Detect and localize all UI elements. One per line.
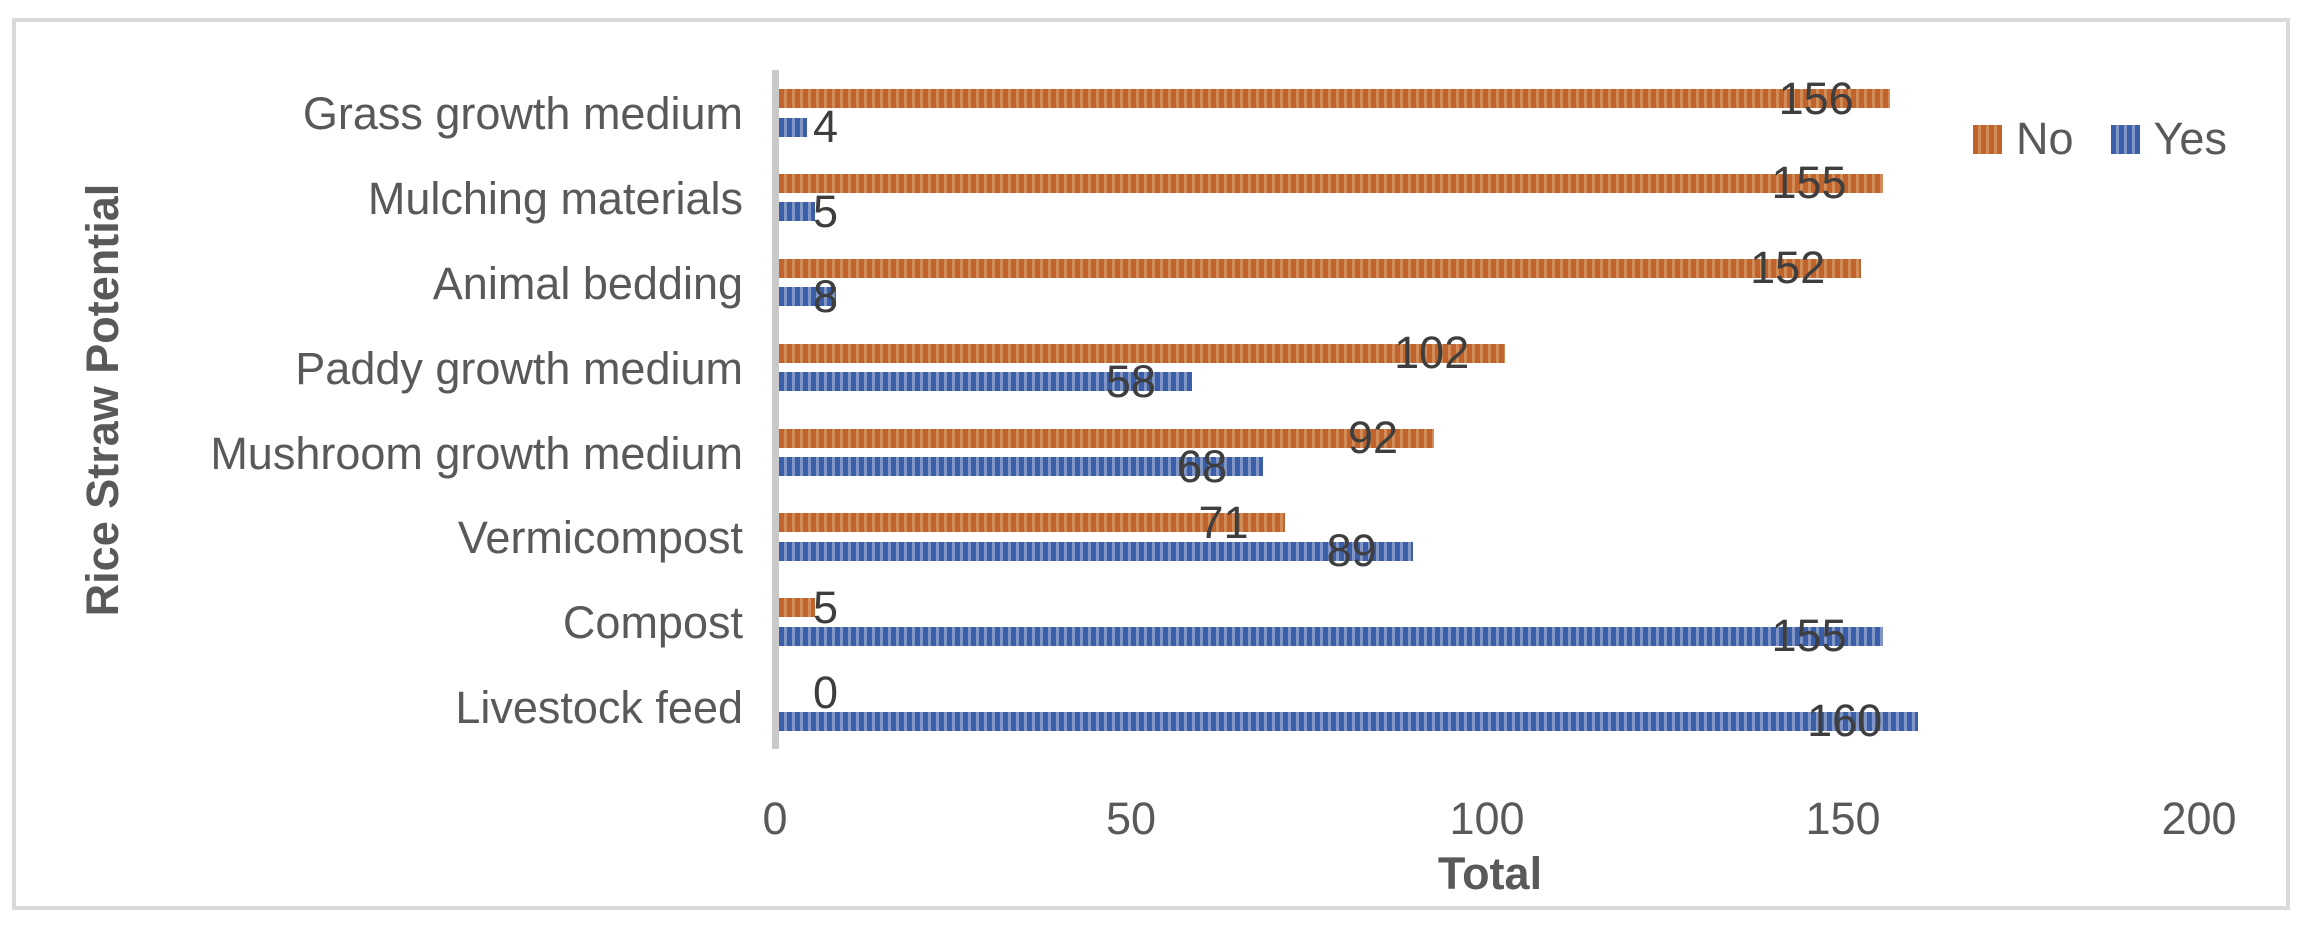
category-label: Animal bedding [432,257,743,309]
bar-no [779,598,815,618]
bar-no [779,173,1883,193]
data-label: 71 [1198,496,1249,548]
data-label: 92 [1347,412,1399,463]
bar-no [779,343,1506,363]
legend-label-yes: Yes [2153,113,2227,164]
data-label: 156 [1778,72,1854,124]
legend-item-yes: Yes [2110,113,2227,164]
bar-yes [779,457,1264,476]
legend-swatch-yes-icon [2110,124,2140,154]
bar-yes [779,202,815,222]
category-label: Grass growth medium [302,88,743,139]
category-label: Vermicompost [457,512,743,564]
data-label: 58 [1105,355,1156,407]
x-tick-label: 150 [1805,793,1881,844]
data-label: 5 [813,581,839,633]
y-axis-line [772,70,779,749]
bar-no [779,513,1285,533]
category-label: Mulching materials [367,172,743,224]
bar-no [779,89,1890,108]
bar-yes [779,711,1919,731]
data-label: 102 [1394,327,1470,379]
bar-yes [779,287,836,307]
data-label: 8 [813,270,839,322]
bar-yes [779,117,808,137]
category-label: Mushroom growth medium [210,427,743,479]
x-axis-title: Total [1437,848,1543,899]
data-label: 160 [1807,695,1883,747]
bar-yes [779,372,1192,392]
legend-swatch-no-icon [1973,124,2002,154]
category-label: Livestock feed [455,682,743,734]
data-label: 5 [813,185,839,237]
data-label: 155 [1771,157,1847,209]
data-label: 155 [1771,610,1847,662]
legend: No Yes [1973,116,2227,162]
data-label: 68 [1177,440,1228,492]
bar-yes [779,541,1413,561]
data-label: 152 [1750,242,1826,294]
bar-yes [779,626,1883,646]
data-label: 0 [813,666,839,718]
x-tick-label: 50 [1105,793,1157,844]
bar-no [779,258,1862,278]
category-label: Paddy growth medium [295,342,743,394]
data-label: 89 [1326,525,1377,577]
x-tick-label: 100 [1449,793,1525,844]
x-tick-label: 0 [762,793,788,844]
data-label: 4 [813,101,839,152]
bar-no [779,428,1435,448]
x-tick-label: 200 [2161,793,2237,844]
legend-label-no: No [2016,113,2074,164]
legend-item-no: No [1973,116,2074,162]
category-label: Compost [562,597,743,649]
